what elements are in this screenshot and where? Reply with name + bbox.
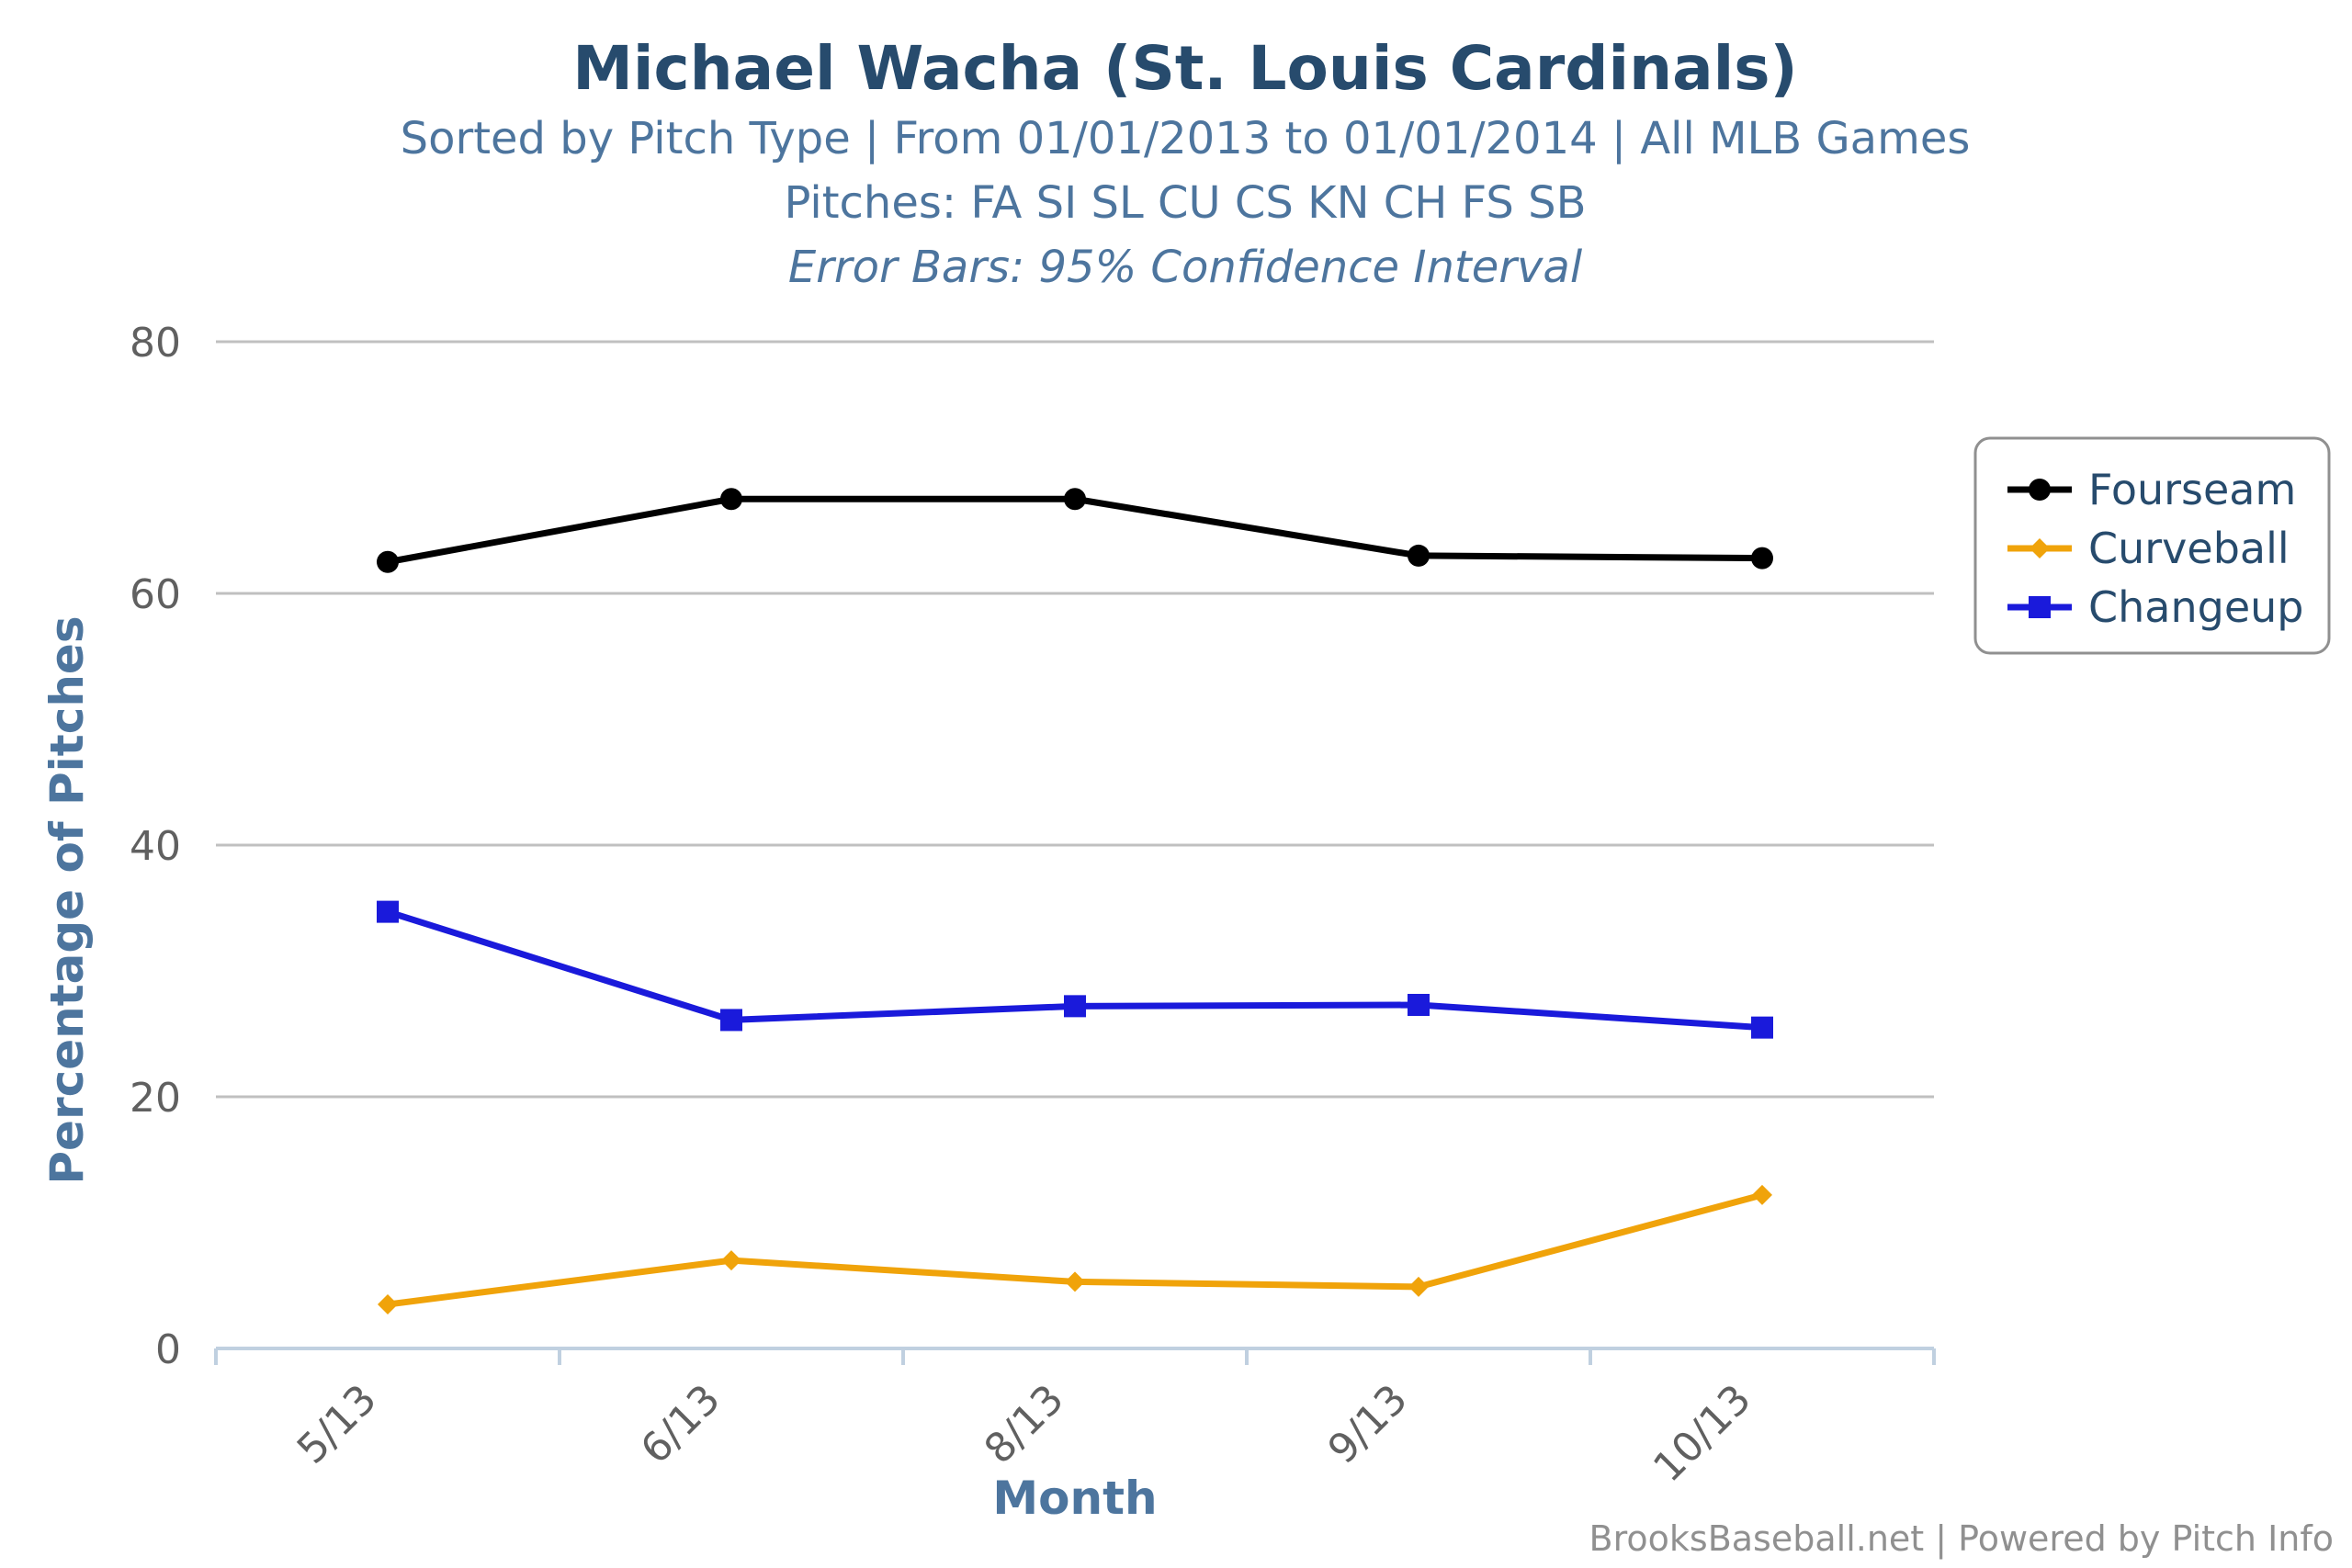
grid-lines bbox=[216, 340, 1934, 1099]
legend[interactable]: Fourseam Curveball Changeup bbox=[1973, 436, 2331, 655]
data-point-curveball[interactable] bbox=[1752, 1184, 1772, 1205]
chart-credits[interactable]: BrooksBaseball.net | Powered by Pitch In… bbox=[1589, 1518, 2334, 1560]
legend-label: Fourseam bbox=[2088, 465, 2296, 514]
data-point-changeup[interactable] bbox=[1751, 1016, 1773, 1039]
data-point-fourseam[interactable] bbox=[1408, 544, 1430, 567]
data-point-changeup[interactable] bbox=[377, 900, 399, 923]
data-point-fourseam[interactable] bbox=[377, 550, 399, 573]
data-point-changeup[interactable] bbox=[1408, 993, 1430, 1016]
data-point-changeup[interactable] bbox=[1064, 995, 1086, 1018]
legend-symbol-marker[interactable] bbox=[2029, 479, 2051, 501]
y-axis-ticks: 0 20 40 60 80 bbox=[130, 320, 181, 1373]
series-changeup bbox=[377, 900, 1773, 1039]
y-tick-label: 40 bbox=[130, 823, 181, 870]
x-tick-label: 6/13 bbox=[632, 1376, 729, 1473]
y-axis-title: Percentage of Pitches bbox=[40, 615, 94, 1184]
x-tick-label: 9/13 bbox=[1319, 1376, 1417, 1473]
data-point-changeup[interactable] bbox=[720, 1009, 742, 1032]
x-axis-title: Month bbox=[992, 1472, 1157, 1525]
data-point-curveball[interactable] bbox=[1065, 1271, 1085, 1292]
chart-title: Michael Wacha (St. Louis Cardinals) bbox=[572, 33, 1797, 104]
data-point-fourseam[interactable] bbox=[720, 488, 742, 511]
x-tick-label: 5/13 bbox=[288, 1376, 386, 1473]
y-tick-label: 20 bbox=[130, 1075, 181, 1122]
series-fourseam bbox=[377, 488, 1773, 573]
legend-label: Curveball bbox=[2088, 524, 2290, 573]
data-point-curveball[interactable] bbox=[721, 1250, 741, 1271]
chart-subtitle-1: Sorted by Pitch Type | From 01/01/2013 t… bbox=[401, 113, 1971, 164]
legend-item-curveball[interactable]: Curveball bbox=[2007, 524, 2290, 573]
series-layer bbox=[377, 488, 1773, 1315]
data-point-curveball[interactable] bbox=[1408, 1276, 1429, 1297]
legend-symbol-marker[interactable] bbox=[2029, 596, 2051, 618]
legend-symbol-marker[interactable] bbox=[2030, 538, 2050, 558]
y-tick-label: 0 bbox=[155, 1326, 181, 1373]
y-tick-label: 80 bbox=[130, 320, 181, 367]
chart-subtitle-2: Pitches: FA SI SL CU CS KN CH FS SB bbox=[784, 177, 1586, 229]
x-tick-label: 10/13 bbox=[1645, 1376, 1760, 1492]
legend-item-fourseam[interactable]: Fourseam bbox=[2007, 465, 2296, 514]
data-point-curveball[interactable] bbox=[378, 1294, 398, 1315]
data-point-fourseam[interactable] bbox=[1751, 547, 1773, 570]
legend-item-changeup[interactable]: Changeup bbox=[2007, 582, 2303, 632]
y-tick-label: 60 bbox=[130, 571, 181, 618]
series-curveball bbox=[378, 1184, 1772, 1315]
data-point-fourseam[interactable] bbox=[1064, 488, 1086, 511]
legend-label: Changeup bbox=[2088, 582, 2303, 632]
x-tick-label: 8/13 bbox=[976, 1376, 1073, 1473]
x-axis bbox=[214, 1347, 1936, 1365]
chart-subtitle-3: Error Bars: 95% Confidence Interval bbox=[788, 242, 1583, 293]
